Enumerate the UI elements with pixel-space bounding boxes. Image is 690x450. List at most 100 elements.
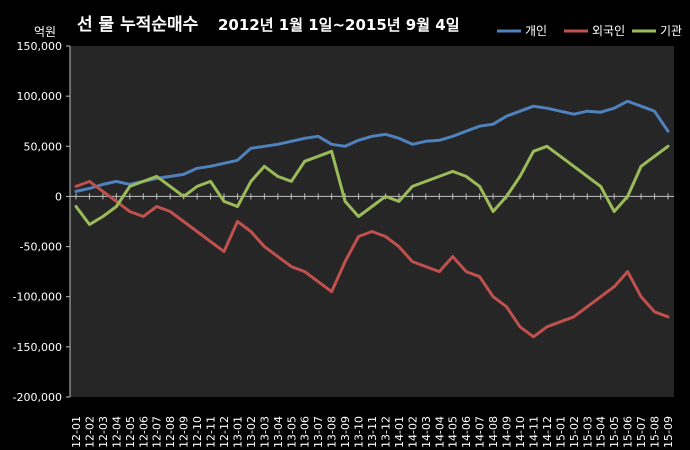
y-tick-label: -150,000 [13, 341, 62, 354]
data-point [74, 205, 78, 208]
data-point [586, 305, 589, 308]
plot-area [70, 46, 674, 397]
data-point [639, 104, 643, 108]
data-point [236, 220, 239, 223]
data-point [464, 130, 468, 133]
x-tick-label: 14-01 [393, 416, 406, 448]
x-tick-label: 15-07 [635, 416, 648, 448]
x-tick-label: 13-06 [299, 416, 312, 448]
data-point [343, 200, 347, 203]
data-point [316, 135, 320, 138]
data-point [653, 109, 656, 113]
x-tick-label: 13-09 [339, 416, 352, 448]
x-tick-label: 13-11 [366, 416, 379, 448]
data-point [666, 145, 670, 148]
data-point [478, 125, 481, 128]
data-point [276, 175, 280, 178]
data-point [370, 135, 374, 138]
data-point [478, 275, 481, 278]
x-tick-label: 14-08 [487, 416, 500, 448]
data-point [330, 290, 333, 293]
data-point [88, 223, 91, 226]
data-point [303, 160, 306, 163]
data-point [464, 175, 468, 178]
data-point [424, 180, 428, 183]
data-point [330, 143, 333, 146]
data-point [343, 260, 347, 263]
y-tick-label: 100,000 [17, 90, 63, 103]
data-point [290, 265, 293, 268]
data-point [599, 295, 602, 298]
data-point [438, 175, 441, 178]
data-point [639, 295, 643, 298]
data-point [626, 195, 629, 198]
data-point [653, 310, 656, 313]
data-point [505, 195, 508, 198]
data-point [545, 325, 549, 328]
data-point [572, 165, 576, 168]
data-point [505, 305, 508, 308]
data-point [236, 205, 239, 208]
data-point [74, 185, 78, 188]
x-tick-label: 12-09 [178, 416, 191, 448]
y-tick-label: -100,000 [13, 291, 62, 304]
x-tick-label: 12-10 [191, 416, 204, 448]
data-point [209, 165, 212, 168]
x-tick-label: 13-12 [379, 416, 392, 448]
data-point [384, 133, 387, 136]
x-tick-label: 12-04 [110, 416, 123, 448]
data-point [263, 145, 266, 148]
data-point [330, 150, 333, 153]
data-point [572, 315, 576, 318]
data-point [397, 200, 401, 203]
unit-label: 억원 [34, 25, 56, 39]
x-tick-label: 13-07 [312, 416, 325, 448]
x-tick-label: 14-10 [514, 416, 527, 448]
data-point [88, 180, 91, 183]
data-point [168, 210, 172, 213]
x-tick-label: 12-03 [97, 416, 110, 448]
data-point [384, 235, 387, 238]
data-point [639, 165, 643, 168]
y-tick-label: -50,000 [20, 241, 62, 254]
legend-label: 기관 [660, 24, 682, 38]
series-lines [74, 99, 670, 339]
x-tick-label: 13-03 [258, 416, 271, 448]
data-point [249, 147, 253, 150]
data-point [559, 109, 562, 113]
data-point [263, 165, 266, 168]
x-tick-label: 12-08 [164, 416, 177, 448]
x-tick-label: 14-04 [433, 416, 446, 448]
data-point [451, 255, 454, 258]
x-tick-label: 14-12 [541, 416, 554, 448]
x-tick-label: 15-01 [554, 416, 567, 448]
data-point [612, 106, 616, 110]
data-point [222, 200, 226, 203]
x-tick-label: 15-08 [649, 416, 662, 448]
y-tick-label: -200,000 [13, 391, 62, 404]
data-point [532, 104, 535, 108]
data-point [545, 145, 549, 148]
data-point [101, 183, 105, 186]
x-tick-label: 15-06 [622, 416, 635, 448]
data-point [384, 195, 387, 198]
data-point [518, 325, 522, 328]
x-tick-label: 14-11 [527, 416, 540, 448]
data-point [168, 185, 172, 188]
x-tick-label: 13-02 [245, 416, 258, 448]
x-tick-label: 12-06 [137, 416, 150, 448]
data-point [209, 240, 212, 243]
data-point [586, 175, 589, 178]
x-tick-label: 15-03 [581, 416, 594, 448]
data-point [182, 220, 185, 223]
data-point [653, 155, 656, 158]
data-point [370, 205, 374, 208]
data-point [195, 185, 199, 188]
data-point [666, 130, 670, 133]
data-point [236, 159, 239, 162]
data-point [599, 110, 602, 114]
data-point [491, 210, 495, 213]
data-point [128, 210, 132, 213]
legend: 개인 외국인 기관 [497, 24, 682, 38]
